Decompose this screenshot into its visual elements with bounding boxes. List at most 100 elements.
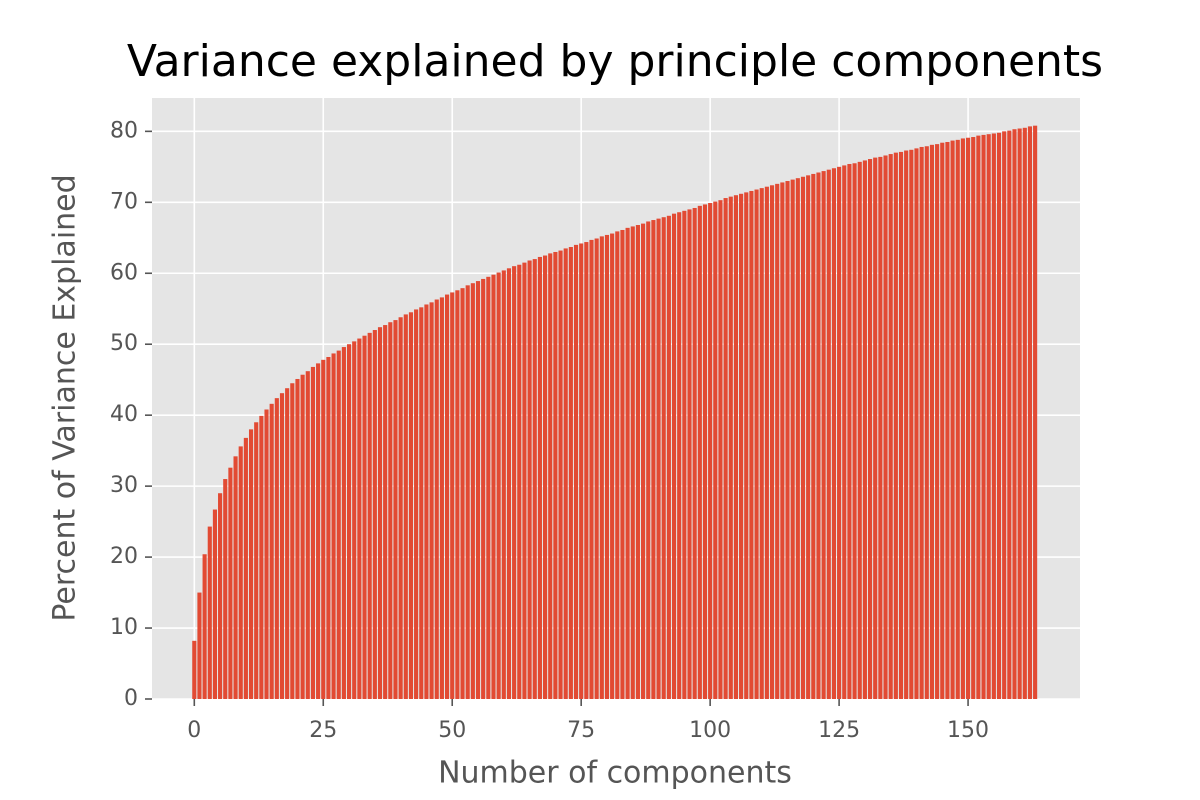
bar — [357, 338, 362, 699]
bar — [362, 335, 367, 699]
bar — [950, 140, 955, 699]
bar — [295, 378, 300, 699]
bar — [986, 134, 991, 699]
y-tick-label: 10 — [110, 615, 138, 640]
bar — [604, 234, 610, 700]
bar — [661, 217, 666, 699]
bar — [594, 238, 599, 699]
bar — [1033, 125, 1038, 699]
bar — [579, 243, 584, 699]
bar — [274, 398, 279, 699]
bar — [852, 163, 857, 700]
bar — [744, 192, 749, 700]
bar — [543, 255, 548, 700]
bar — [403, 314, 408, 699]
bar — [764, 186, 769, 700]
bar — [532, 259, 537, 699]
x-tick-label: 75 — [567, 718, 595, 743]
bar — [470, 283, 475, 699]
bar — [512, 266, 517, 699]
bar — [212, 509, 217, 699]
bar — [795, 178, 800, 699]
bar — [207, 526, 212, 699]
bar — [517, 264, 522, 699]
bar — [285, 388, 290, 699]
bar — [651, 220, 656, 699]
bar — [780, 182, 785, 700]
bar — [248, 429, 254, 699]
bar — [558, 250, 563, 699]
y-tick-label: 60 — [110, 260, 138, 285]
y-tick-label: 80 — [110, 118, 138, 143]
y-tick-label: 50 — [110, 331, 138, 356]
y-tick-label: 40 — [110, 402, 138, 427]
bar — [769, 185, 775, 700]
bar — [1017, 128, 1022, 699]
bar — [837, 166, 842, 699]
bar — [883, 155, 888, 699]
bar — [955, 139, 960, 699]
bar — [408, 312, 414, 699]
bar — [965, 137, 971, 699]
bar — [682, 210, 687, 699]
bar — [522, 262, 527, 699]
bar — [254, 422, 259, 699]
y-tick-label: 30 — [110, 473, 138, 498]
bar — [393, 320, 398, 699]
bar — [192, 640, 197, 699]
bar — [269, 403, 274, 699]
bar — [300, 374, 305, 699]
bar — [434, 299, 439, 699]
bar — [976, 135, 981, 700]
bar — [243, 437, 248, 699]
bar — [831, 168, 837, 699]
bar — [346, 344, 352, 699]
bar — [857, 161, 862, 699]
bar — [388, 322, 393, 699]
bar — [666, 215, 671, 700]
y-axis-label: Percent of Variance Explained — [48, 174, 83, 621]
bar — [909, 149, 914, 700]
bar — [739, 193, 744, 700]
bar — [573, 244, 579, 699]
bar — [940, 142, 945, 699]
bar — [790, 179, 795, 700]
bar — [960, 138, 965, 700]
x-axis-label: Number of components — [438, 756, 792, 791]
bar — [475, 281, 481, 699]
x-tick-label: 100 — [689, 718, 731, 743]
bar — [615, 231, 620, 699]
bar — [677, 212, 682, 699]
bar — [996, 132, 1002, 699]
bar — [635, 225, 640, 699]
bar — [439, 297, 444, 699]
x-tick-label: 125 — [818, 718, 860, 743]
bar — [749, 190, 754, 700]
bar — [1007, 130, 1012, 700]
x-tick-label: 0 — [187, 718, 201, 743]
bar — [372, 330, 377, 699]
bar — [713, 201, 718, 699]
bar — [733, 195, 738, 700]
x-tick-label: 150 — [947, 718, 989, 743]
bar — [981, 134, 986, 699]
bar — [465, 285, 470, 699]
bar — [326, 356, 331, 699]
bar — [867, 159, 873, 699]
bar — [924, 146, 929, 699]
bar — [811, 173, 816, 699]
bar — [718, 200, 723, 699]
bar — [759, 188, 764, 700]
bar — [429, 302, 434, 699]
bar — [584, 242, 589, 699]
bar — [1027, 126, 1033, 700]
bar — [455, 290, 460, 699]
bar — [589, 239, 594, 699]
bar — [450, 292, 455, 699]
y-tick-label: 70 — [110, 189, 138, 214]
bar — [898, 151, 904, 699]
bar — [202, 554, 207, 699]
bar — [563, 248, 568, 700]
bar — [460, 288, 465, 699]
bar — [305, 371, 310, 699]
